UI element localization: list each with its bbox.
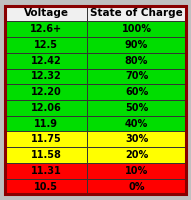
Bar xyxy=(87,100,186,116)
Bar xyxy=(87,21,186,37)
Bar xyxy=(5,84,87,100)
Text: 50%: 50% xyxy=(125,103,148,113)
Bar xyxy=(87,116,186,131)
Bar xyxy=(5,100,87,116)
Text: 12.6+: 12.6+ xyxy=(30,24,62,34)
Text: 12.5: 12.5 xyxy=(34,40,58,50)
Text: 12.20: 12.20 xyxy=(31,87,62,97)
Bar xyxy=(5,69,87,84)
Bar xyxy=(87,6,186,21)
Text: 11.75: 11.75 xyxy=(31,134,62,144)
Bar xyxy=(87,179,186,194)
Text: 60%: 60% xyxy=(125,87,148,97)
Bar xyxy=(5,116,87,131)
Text: 80%: 80% xyxy=(125,56,148,66)
Bar xyxy=(87,131,186,147)
Bar xyxy=(5,179,87,194)
Text: 0%: 0% xyxy=(128,182,145,192)
Text: 40%: 40% xyxy=(125,119,148,129)
Text: 11.9: 11.9 xyxy=(34,119,58,129)
Bar xyxy=(87,69,186,84)
Text: 12.06: 12.06 xyxy=(31,103,62,113)
Text: 11.58: 11.58 xyxy=(31,150,62,160)
Bar xyxy=(5,37,87,53)
Text: 30%: 30% xyxy=(125,134,148,144)
Text: 90%: 90% xyxy=(125,40,148,50)
Bar xyxy=(5,6,87,21)
Text: 20%: 20% xyxy=(125,150,148,160)
Bar xyxy=(5,147,87,163)
Bar xyxy=(87,37,186,53)
Bar xyxy=(5,163,87,179)
Text: 12.32: 12.32 xyxy=(31,71,62,81)
Text: 10.5: 10.5 xyxy=(34,182,58,192)
Bar xyxy=(5,53,87,69)
Text: 11.31: 11.31 xyxy=(31,166,62,176)
Bar xyxy=(5,131,87,147)
Text: 10%: 10% xyxy=(125,166,148,176)
Text: 70%: 70% xyxy=(125,71,148,81)
Bar xyxy=(87,53,186,69)
Bar xyxy=(87,84,186,100)
Text: Voltage: Voltage xyxy=(24,8,69,18)
Bar xyxy=(87,163,186,179)
Text: State of Charge: State of Charge xyxy=(90,8,183,18)
Text: 100%: 100% xyxy=(121,24,151,34)
Bar xyxy=(5,21,87,37)
Text: 12.42: 12.42 xyxy=(31,56,62,66)
Bar xyxy=(87,147,186,163)
